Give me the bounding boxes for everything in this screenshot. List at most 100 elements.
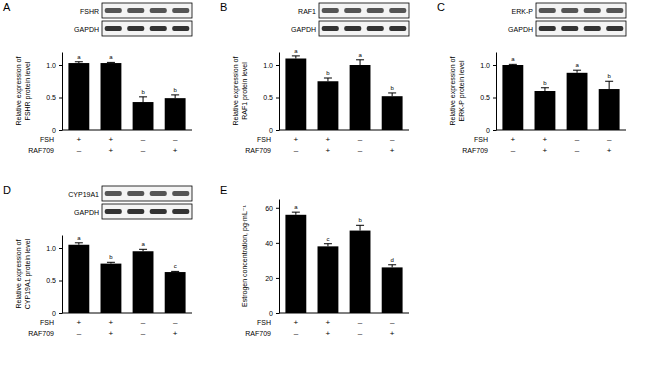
tick-label: 0.5 <box>46 277 56 284</box>
condition-mark: + <box>294 135 299 144</box>
blot-frame <box>319 21 409 36</box>
error-cap <box>139 249 147 250</box>
significance-letter: a <box>575 62 579 68</box>
figure: AFSHRGAPDHRelative expression ofFSHR pro… <box>0 0 650 366</box>
error-cap <box>171 94 179 95</box>
tick-label: 0 <box>269 127 273 134</box>
condition-mark: + <box>511 135 516 144</box>
tick-label: 1.0 <box>46 245 56 252</box>
condition-mark: – <box>358 135 363 144</box>
tick-mark <box>276 98 279 99</box>
error-bar <box>292 212 300 215</box>
condition-mark: – <box>141 329 146 338</box>
tick-mark <box>493 65 496 66</box>
panel: BRAF1GAPDHRelative expression ofRAF1 pro… <box>220 1 409 155</box>
significance-letter: b <box>543 80 547 86</box>
error-cap <box>573 70 581 71</box>
tick-mark <box>59 65 62 66</box>
blot-label: GAPDH <box>74 26 99 33</box>
tick-mark <box>493 130 496 131</box>
bar <box>133 102 154 130</box>
blot-band <box>367 26 384 31</box>
tick: 1.0 <box>46 245 62 252</box>
blot-band <box>322 8 339 13</box>
blot-band <box>105 191 122 196</box>
panel: EEstrogen concentration, pg·mL⁻¹0204060a… <box>220 184 409 338</box>
condition-mark: + <box>390 146 395 155</box>
condition-label: FSH <box>40 319 54 326</box>
error-bar <box>605 81 613 89</box>
bar <box>535 91 556 130</box>
blot-band <box>322 26 339 31</box>
error-cap <box>139 96 147 97</box>
condition-mark: + <box>294 318 299 327</box>
significance-letter: a <box>358 52 362 58</box>
condition-mark: – <box>575 146 580 155</box>
condition-mark: – <box>575 135 580 144</box>
condition-label: RAF709 <box>245 330 271 337</box>
tick: 1.0 <box>480 62 496 69</box>
blot-frame <box>536 21 626 36</box>
bar <box>318 246 339 313</box>
plot-area <box>68 243 185 313</box>
error-bar <box>171 271 179 273</box>
error-cap <box>324 78 332 79</box>
blot-band <box>389 26 406 31</box>
error-cap <box>75 242 83 243</box>
bar <box>101 63 122 130</box>
axis-line <box>279 200 280 314</box>
error-bar <box>356 60 364 65</box>
bar <box>382 267 403 313</box>
condition-mark: – <box>294 146 299 155</box>
condition-mark: – <box>390 135 395 144</box>
error-bar <box>324 244 332 247</box>
blot-band <box>344 8 361 13</box>
panel: CERK-PGAPDHRelative expression ofERK-P p… <box>437 1 626 155</box>
tick-label: 1.0 <box>263 62 273 69</box>
significance-letter: b <box>109 254 113 260</box>
bar <box>165 272 186 313</box>
tick: 0 <box>52 127 62 134</box>
tick-label: 0 <box>486 127 490 134</box>
y-axis: 00.51.0 <box>46 53 62 134</box>
tick-mark <box>59 98 62 99</box>
tick-label: 40 <box>265 240 273 247</box>
error-stem <box>609 81 610 89</box>
condition-mark: + <box>109 329 114 338</box>
condition-mark: + <box>109 146 114 155</box>
error-bar <box>388 265 396 268</box>
condition-mark: – <box>511 146 516 155</box>
error-bar <box>171 95 179 98</box>
blot-band <box>127 26 144 31</box>
error-bar <box>388 93 396 96</box>
tick-mark <box>276 130 279 131</box>
significance-letter: a <box>77 54 81 60</box>
condition-label: RAF709 <box>28 330 54 337</box>
bar <box>502 65 523 130</box>
blot-band <box>172 26 189 31</box>
significance-letter: a <box>77 235 81 241</box>
tick-mark <box>276 313 279 314</box>
condition-mark: + <box>173 146 178 155</box>
tick: 0.5 <box>46 277 62 284</box>
condition-label: RAF709 <box>28 147 54 154</box>
tick: 60 <box>265 205 279 212</box>
significance-letter: b <box>326 70 330 76</box>
blot-band <box>150 209 167 214</box>
axis-line <box>62 236 63 314</box>
error-cap <box>356 59 364 60</box>
tick: 0.5 <box>480 94 496 101</box>
error-cap <box>171 271 179 272</box>
condition-mark: + <box>326 318 331 327</box>
significance-letter: c <box>174 263 177 269</box>
y-axis-title: Relative expression of <box>15 57 23 126</box>
bar <box>350 231 371 313</box>
condition-mark: – <box>390 318 395 327</box>
condition-mark: – <box>358 146 363 155</box>
blot-band <box>389 8 406 13</box>
condition-mark: + <box>326 135 331 144</box>
significance-letter: b <box>390 85 394 91</box>
tick-label: 0 <box>269 310 273 317</box>
panel: DCYP19A1GAPDHRelative expression ofCYP19… <box>3 184 192 338</box>
error-cap <box>107 262 115 263</box>
